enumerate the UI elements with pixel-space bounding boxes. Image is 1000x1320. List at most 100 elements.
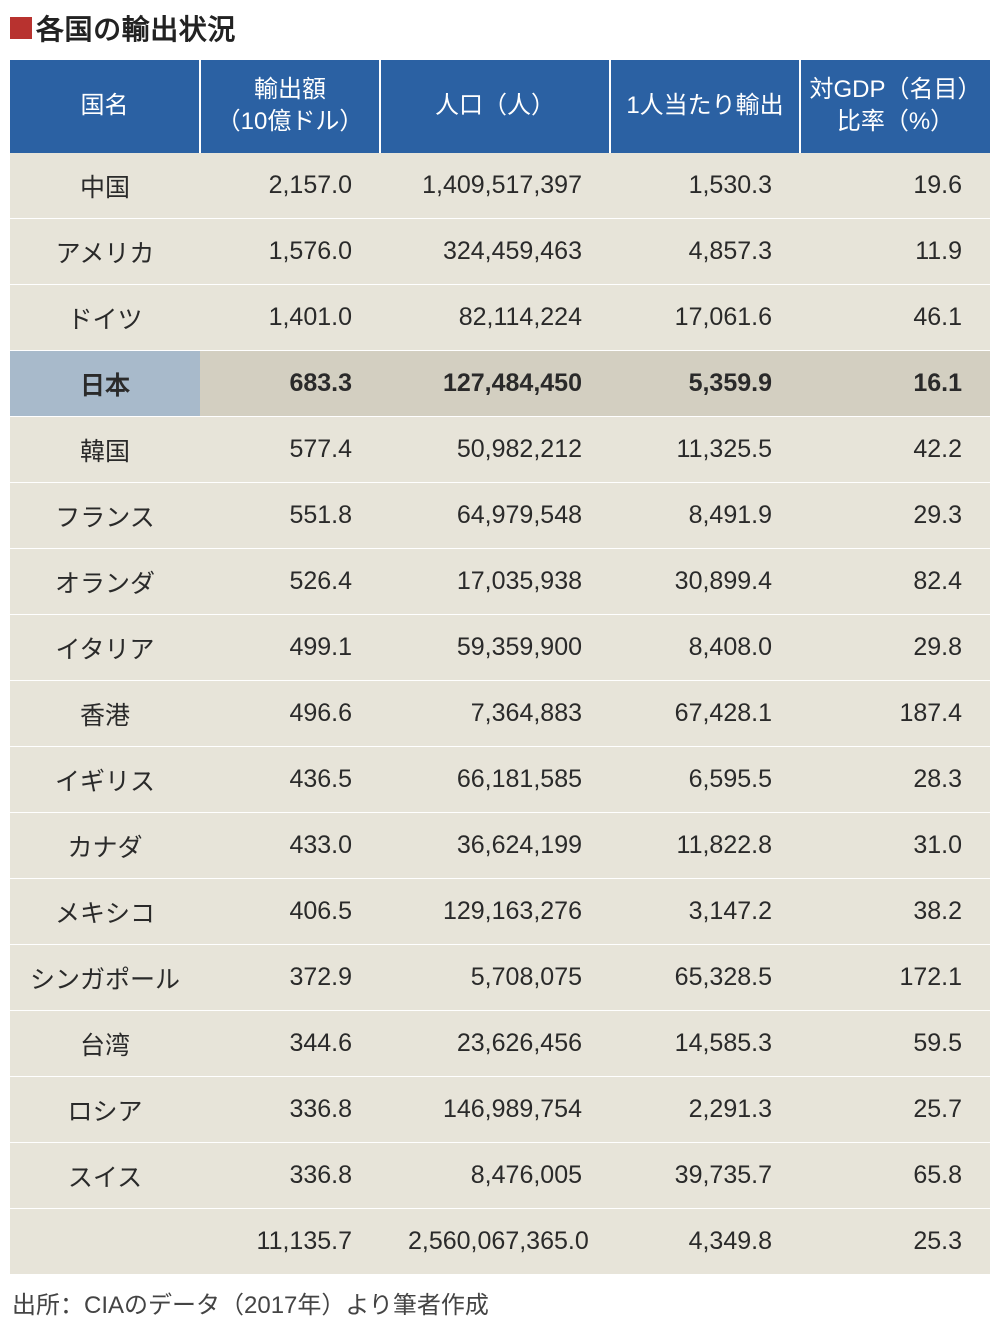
export-table: 国名輸出額（10億ドル）人口（人）1人当たり輸出対GDP（名目）比率（%） 中国… — [10, 60, 990, 1275]
country-cell: 韓国 — [10, 417, 200, 483]
per-capita-cell: 65,328.5 — [610, 945, 800, 1011]
per-capita-cell: 17,061.6 — [610, 285, 800, 351]
country-cell: シンガポール — [10, 945, 200, 1011]
table-row: メキシコ406.5129,163,2763,147.238.2 — [10, 879, 990, 945]
export-cell: 499.1 — [200, 615, 380, 681]
gdp-ratio-cell: 25.7 — [800, 1077, 990, 1143]
export-cell: 577.4 — [200, 417, 380, 483]
gdp-ratio-cell: 25.3 — [800, 1209, 990, 1275]
table-row: アメリカ1,576.0324,459,4634,857.311.9 — [10, 219, 990, 285]
country-cell: スイス — [10, 1143, 200, 1209]
country-cell: フランス — [10, 483, 200, 549]
page-container: 各国の輸出状況 国名輸出額（10億ドル）人口（人）1人当たり輸出対GDP（名目）… — [0, 0, 1000, 1320]
per-capita-cell: 3,147.2 — [610, 879, 800, 945]
table-row: ロシア336.8146,989,7542,291.325.7 — [10, 1077, 990, 1143]
table-row: イタリア499.159,359,9008,408.029.8 — [10, 615, 990, 681]
population-cell: 127,484,450 — [380, 351, 610, 417]
country-cell: アメリカ — [10, 219, 200, 285]
country-cell: 日本 — [10, 351, 200, 417]
population-cell: 129,163,276 — [380, 879, 610, 945]
per-capita-cell: 2,291.3 — [610, 1077, 800, 1143]
table-header: 国名輸出額（10億ドル）人口（人）1人当たり輸出対GDP（名目）比率（%） — [10, 60, 990, 153]
per-capita-cell: 8,408.0 — [610, 615, 800, 681]
table-row: オランダ526.417,035,93830,899.482.4 — [10, 549, 990, 615]
export-cell: 406.5 — [200, 879, 380, 945]
country-cell: オランダ — [10, 549, 200, 615]
table-row: シンガポール372.95,708,07565,328.5172.1 — [10, 945, 990, 1011]
per-capita-cell: 67,428.1 — [610, 681, 800, 747]
export-cell: 433.0 — [200, 813, 380, 879]
country-cell: イギリス — [10, 747, 200, 813]
table-row: 中国2,157.01,409,517,3971,530.319.6 — [10, 153, 990, 219]
export-cell: 2,157.0 — [200, 153, 380, 219]
export-cell: 526.4 — [200, 549, 380, 615]
table-row: 11,135.72,560,067,365.04,349.825.3 — [10, 1209, 990, 1275]
population-cell: 82,114,224 — [380, 285, 610, 351]
gdp-ratio-cell: 31.0 — [800, 813, 990, 879]
table-row: スイス336.88,476,00539,735.765.8 — [10, 1143, 990, 1209]
column-header-4: 対GDP（名目）比率（%） — [800, 60, 990, 153]
table-row: カナダ433.036,624,19911,822.831.0 — [10, 813, 990, 879]
per-capita-cell: 14,585.3 — [610, 1011, 800, 1077]
population-cell: 50,982,212 — [380, 417, 610, 483]
table-row: 日本683.3127,484,4505,359.916.1 — [10, 351, 990, 417]
column-header-1: 輸出額（10億ドル） — [200, 60, 380, 153]
per-capita-cell: 8,491.9 — [610, 483, 800, 549]
export-cell: 11,135.7 — [200, 1209, 380, 1275]
per-capita-cell: 11,325.5 — [610, 417, 800, 483]
gdp-ratio-cell: 42.2 — [800, 417, 990, 483]
gdp-ratio-cell: 19.6 — [800, 153, 990, 219]
table-row: フランス551.864,979,5488,491.929.3 — [10, 483, 990, 549]
per-capita-cell: 4,349.8 — [610, 1209, 800, 1275]
export-cell: 436.5 — [200, 747, 380, 813]
table-row: 香港496.67,364,88367,428.1187.4 — [10, 681, 990, 747]
population-cell: 5,708,075 — [380, 945, 610, 1011]
population-cell: 64,979,548 — [380, 483, 610, 549]
export-cell: 372.9 — [200, 945, 380, 1011]
country-cell: 香港 — [10, 681, 200, 747]
per-capita-cell: 1,530.3 — [610, 153, 800, 219]
gdp-ratio-cell: 11.9 — [800, 219, 990, 285]
table-row: 韓国577.450,982,21211,325.542.2 — [10, 417, 990, 483]
population-cell: 17,035,938 — [380, 549, 610, 615]
per-capita-cell: 30,899.4 — [610, 549, 800, 615]
population-cell: 2,560,067,365.0 — [380, 1209, 610, 1275]
country-cell: イタリア — [10, 615, 200, 681]
population-cell: 146,989,754 — [380, 1077, 610, 1143]
page-title: 各国の輸出状況 — [36, 8, 236, 48]
table-row: 台湾344.623,626,45614,585.359.5 — [10, 1011, 990, 1077]
export-cell: 1,576.0 — [200, 219, 380, 285]
country-cell — [10, 1209, 200, 1275]
population-cell: 36,624,199 — [380, 813, 610, 879]
column-header-2: 人口（人） — [380, 60, 610, 153]
country-cell: 台湾 — [10, 1011, 200, 1077]
table-row: ドイツ1,401.082,114,22417,061.646.1 — [10, 285, 990, 351]
gdp-ratio-cell: 59.5 — [800, 1011, 990, 1077]
square-marker-icon — [10, 17, 32, 39]
gdp-ratio-cell: 38.2 — [800, 879, 990, 945]
per-capita-cell: 11,822.8 — [610, 813, 800, 879]
gdp-ratio-cell: 28.3 — [800, 747, 990, 813]
population-cell: 1,409,517,397 — [380, 153, 610, 219]
country-cell: ロシア — [10, 1077, 200, 1143]
source-note: 出所：CIAのデータ（2017年）より筆者作成 — [10, 1285, 990, 1320]
gdp-ratio-cell: 187.4 — [800, 681, 990, 747]
table-row: イギリス436.566,181,5856,595.528.3 — [10, 747, 990, 813]
per-capita-cell: 4,857.3 — [610, 219, 800, 285]
gdp-ratio-cell: 65.8 — [800, 1143, 990, 1209]
table-body: 中国2,157.01,409,517,3971,530.319.6アメリカ1,5… — [10, 153, 990, 1275]
column-header-3: 1人当たり輸出 — [610, 60, 800, 153]
gdp-ratio-cell: 29.8 — [800, 615, 990, 681]
export-cell: 336.8 — [200, 1143, 380, 1209]
country-cell: ドイツ — [10, 285, 200, 351]
gdp-ratio-cell: 16.1 — [800, 351, 990, 417]
population-cell: 59,359,900 — [380, 615, 610, 681]
population-cell: 7,364,883 — [380, 681, 610, 747]
export-cell: 1,401.0 — [200, 285, 380, 351]
export-cell: 496.6 — [200, 681, 380, 747]
export-cell: 336.8 — [200, 1077, 380, 1143]
export-cell: 683.3 — [200, 351, 380, 417]
gdp-ratio-cell: 29.3 — [800, 483, 990, 549]
country-cell: 中国 — [10, 153, 200, 219]
gdp-ratio-cell: 46.1 — [800, 285, 990, 351]
